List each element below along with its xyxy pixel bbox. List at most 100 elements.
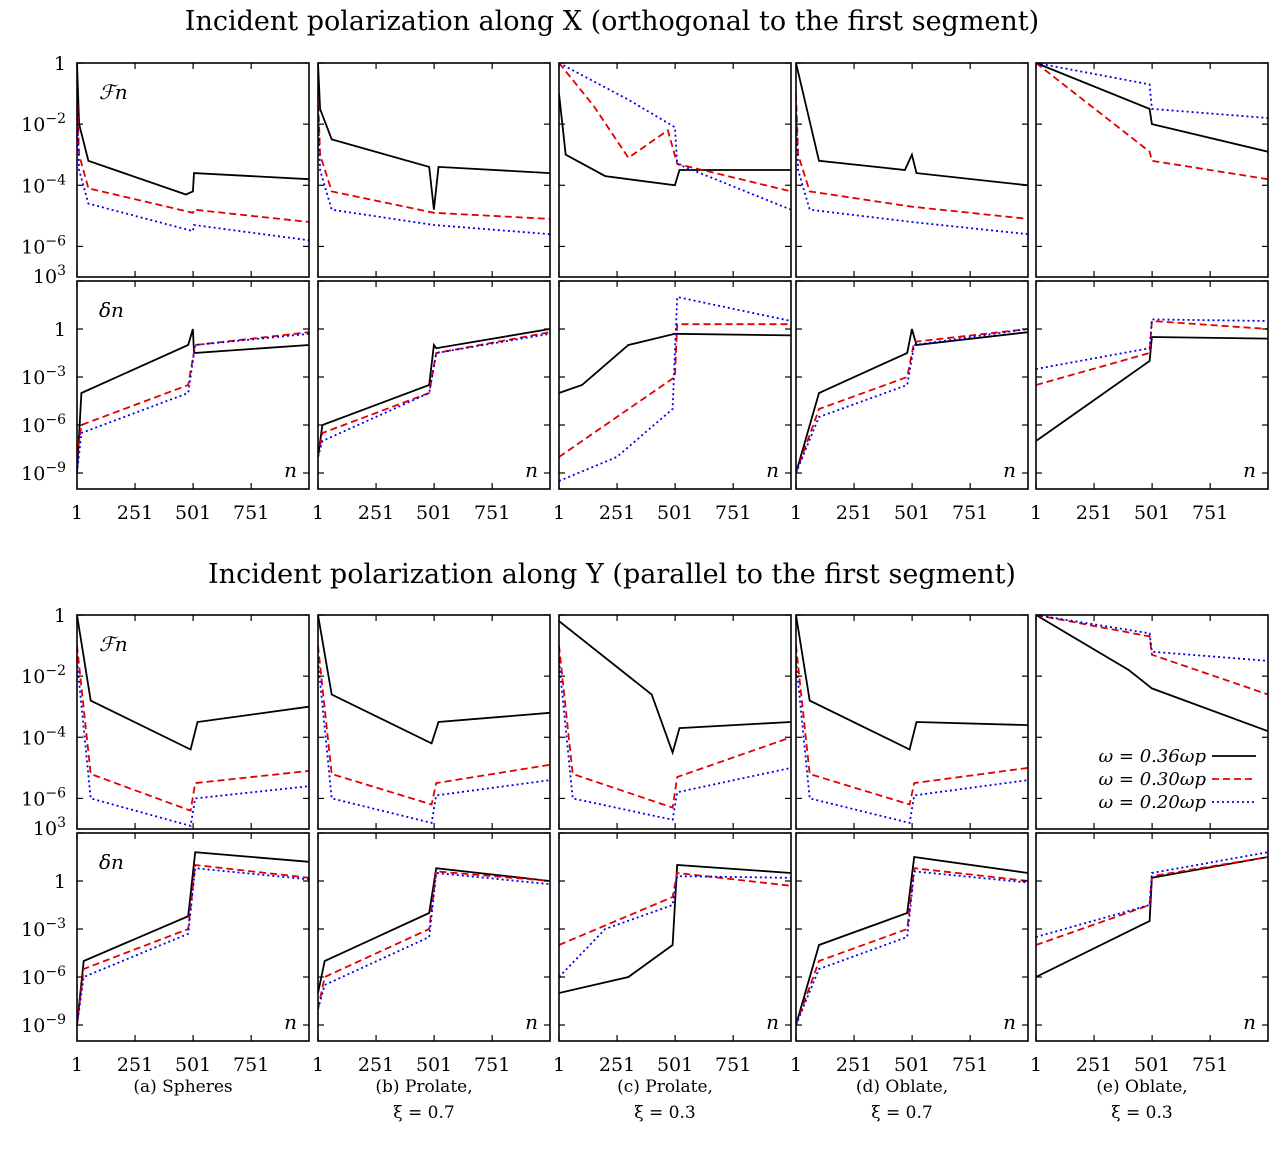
y-tick-label: 103 — [33, 263, 66, 288]
x-tick-label: 1 — [790, 502, 802, 524]
x-tick-label: 251 — [1076, 1054, 1112, 1076]
panel-3-b — [317, 614, 551, 830]
caption-b: (b) Prolate, — [375, 1077, 472, 1097]
delta-n-symbol: δn — [99, 850, 124, 874]
panel-frame — [1035, 62, 1269, 278]
x-tick-label: 1 — [553, 1054, 565, 1076]
series-line-0.20 — [559, 875, 791, 978]
panel-frame — [317, 280, 551, 490]
x-tick-label: 251 — [358, 1054, 394, 1076]
series-line-0.30 — [796, 867, 1028, 1026]
panel-captions: (a) Spheres (b) Prolate, ξ = 0.7 (c) Prolat… — [133, 1077, 1187, 1123]
caption-b-param: ξ = 0.7 — [393, 1103, 454, 1123]
x-tick-label: 251 — [599, 502, 635, 524]
x-tick-label: 501 — [1134, 1054, 1170, 1076]
y-tick-label: 10−9 — [21, 1012, 66, 1037]
y-tick-label: 10−9 — [21, 460, 66, 485]
x-tick-label: 751 — [233, 502, 269, 524]
x-tick-label: 501 — [657, 1054, 693, 1076]
series-line-0.36 — [1036, 336, 1268, 442]
legend-label: ω = 0.20ωp — [1099, 792, 1207, 813]
x-tick-label: 1 — [71, 1054, 83, 1076]
series-line-0.30 — [559, 63, 791, 193]
series-line-0.36 — [1036, 63, 1268, 153]
series-line-0.30 — [77, 331, 309, 458]
series-line-0.20 — [796, 328, 1028, 474]
x-tick-label: 501 — [894, 502, 930, 524]
series-line-0.36 — [1036, 615, 1268, 733]
n-symbol: n — [525, 1010, 538, 1034]
x-tick-label: 751 — [1192, 1054, 1228, 1076]
series-line-0.20 — [1036, 615, 1268, 662]
x-tick-label: 1 — [1030, 1054, 1042, 1076]
y-tick-label: 1 — [54, 319, 66, 341]
x-tick-label: 1 — [790, 1054, 802, 1076]
series-line-0.20 — [1036, 851, 1268, 938]
x-tick-label: 501 — [175, 1054, 211, 1076]
x-tick-label: 251 — [117, 502, 153, 524]
x-tick-label: 251 — [1076, 502, 1112, 524]
series-line-0.20 — [77, 660, 309, 828]
legend-label: ω = 0.36ωp — [1099, 746, 1207, 767]
panel-4-e: n — [1035, 832, 1269, 1042]
panel-2-a: δn n — [76, 280, 310, 490]
y-tick-label: 1 — [54, 871, 66, 893]
series-line-0.20 — [559, 295, 791, 482]
panel-3-e — [1035, 614, 1269, 830]
caption-c-param: ξ = 0.3 — [634, 1103, 695, 1123]
series-line-0.36 — [796, 63, 1028, 187]
y-tick-label: 10−4 — [21, 172, 66, 197]
x-tick-label: 251 — [836, 502, 872, 524]
y-tick-label: 10−6 — [21, 964, 66, 989]
x-tick-label: 1 — [312, 1054, 324, 1076]
series-line-0.20 — [318, 660, 550, 825]
series-line-0.30 — [796, 328, 1028, 474]
panel-frame — [317, 832, 551, 1042]
panel-frame — [1035, 832, 1269, 1042]
panel-1-d — [795, 62, 1029, 278]
series-line-0.30 — [77, 645, 309, 812]
panel-frame — [558, 832, 792, 1042]
series-line-0.20 — [796, 870, 1028, 1026]
series-line-0.36 — [559, 864, 791, 994]
series-line-0.20 — [77, 332, 309, 474]
legend-label: ω = 0.30ωp — [1099, 769, 1207, 790]
n-symbol: n — [1003, 1010, 1016, 1034]
series-line-0.36 — [318, 867, 550, 994]
x-tick-label: 751 — [715, 1054, 751, 1076]
title-y-polarization: Incident polarization along Y (parallel … — [208, 559, 1016, 590]
series-line-0.30 — [559, 872, 791, 946]
n-symbol: n — [284, 1010, 297, 1034]
x-tick-label: 501 — [416, 502, 452, 524]
x-tick-label: 751 — [474, 1054, 510, 1076]
caption-a: (a) Spheres — [133, 1077, 232, 1097]
n-symbol: n — [766, 458, 779, 482]
series-line-0.30 — [1036, 63, 1268, 181]
delta-n-symbol: δn — [99, 298, 124, 322]
series-line-0.30 — [318, 331, 550, 458]
x-tick-label: 1 — [553, 502, 565, 524]
panel-2-d: n — [795, 280, 1029, 490]
x-tick-label: 251 — [836, 1054, 872, 1076]
n-symbol: n — [525, 458, 538, 482]
series-line-0.30 — [559, 645, 791, 809]
panel-3-d — [795, 614, 1029, 830]
series-line-0.30 — [796, 93, 1028, 220]
panel-2-c: n — [558, 280, 792, 490]
x-tick-label: 501 — [894, 1054, 930, 1076]
panel-frame — [317, 62, 551, 278]
panel-frame — [558, 280, 792, 490]
panel-2-b: n — [317, 280, 551, 490]
series-line-0.30 — [318, 93, 550, 220]
series-line-0.20 — [796, 660, 1028, 825]
x-tick-label: 751 — [1192, 502, 1228, 524]
panel-frame — [1035, 280, 1269, 490]
y-tick-label: 10−6 — [21, 233, 66, 258]
series-line-0.36 — [77, 328, 309, 474]
panel-1-b — [317, 62, 551, 278]
n-symbol: n — [1243, 1010, 1256, 1034]
panel-frame — [317, 614, 551, 830]
series-line-0.30 — [796, 645, 1028, 806]
series-line-0.30 — [559, 323, 791, 458]
